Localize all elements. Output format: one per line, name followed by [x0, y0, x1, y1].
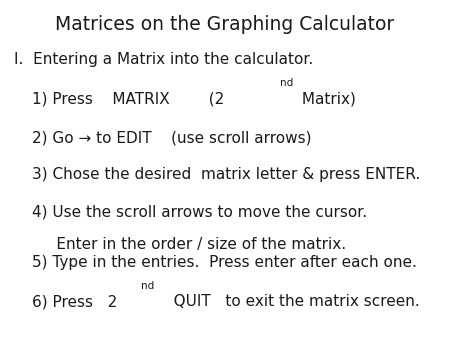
- Text: 6) Press   2: 6) Press 2: [32, 294, 117, 309]
- Text: Matrix): Matrix): [297, 91, 356, 106]
- Text: QUIT   to exit the matrix screen.: QUIT to exit the matrix screen.: [158, 294, 419, 309]
- Text: 5) Type in the entries.  Press enter after each one.: 5) Type in the entries. Press enter afte…: [32, 255, 416, 270]
- Text: nd: nd: [141, 281, 155, 291]
- Text: 4) Use the scroll arrows to move the cursor.: 4) Use the scroll arrows to move the cur…: [32, 204, 367, 219]
- Text: 1) Press    MATRIX        (2: 1) Press MATRIX (2: [32, 91, 224, 106]
- Text: nd: nd: [279, 78, 293, 89]
- Text: Enter in the order / size of the matrix.: Enter in the order / size of the matrix.: [32, 237, 346, 251]
- Text: 3) Chose the desired  matrix letter & press ENTER.: 3) Chose the desired matrix letter & pre…: [32, 167, 420, 182]
- Text: 2) Go → to EDIT    (use scroll arrows): 2) Go → to EDIT (use scroll arrows): [32, 130, 311, 145]
- Text: Matrices on the Graphing Calculator: Matrices on the Graphing Calculator: [55, 15, 395, 34]
- Text: I.  Entering a Matrix into the calculator.: I. Entering a Matrix into the calculator…: [14, 52, 313, 67]
